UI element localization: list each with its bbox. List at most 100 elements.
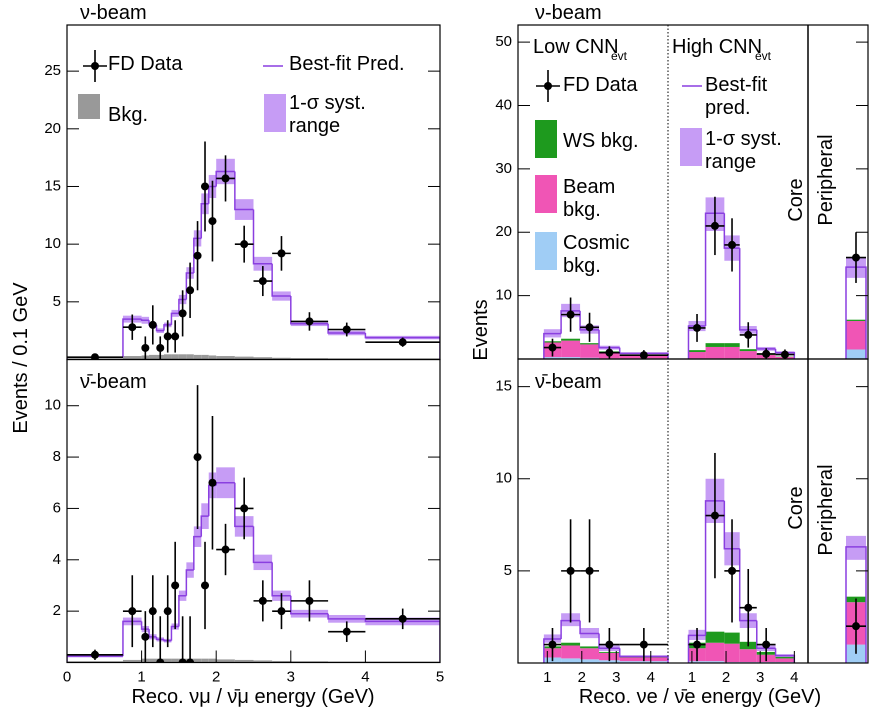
data-point	[178, 658, 187, 663]
y-tick-label: 40	[495, 96, 512, 113]
legend-label-box: Bkg.	[108, 104, 148, 126]
data-point	[148, 320, 157, 329]
stacked-background	[580, 646, 600, 649]
data-point	[156, 658, 165, 663]
legend-label-box: 1-σ syst. range	[705, 128, 782, 173]
prediction-step	[193, 535, 202, 571]
stacked-background	[739, 649, 757, 663]
prediction-step	[738, 248, 757, 331]
panel-label: ν-beam	[535, 2, 602, 24]
segment-label: High CNN	[672, 36, 762, 58]
prediction-step	[234, 482, 254, 528]
data-point	[762, 349, 771, 358]
background	[193, 658, 202, 663]
stacked-background	[724, 632, 740, 644]
background	[67, 661, 123, 663]
segment-label: Peripheral	[815, 464, 837, 555]
data-point	[342, 325, 351, 334]
stacked-background	[739, 351, 757, 359]
stacked-background	[724, 346, 740, 359]
background	[216, 659, 235, 663]
core-label: Core	[785, 486, 807, 529]
segment-label-sub: evt	[611, 49, 628, 63]
legend-label: Cosmic bkg.	[563, 232, 630, 277]
x-tick-label: 1	[543, 669, 551, 686]
x-tick-label: 1	[688, 669, 696, 686]
data-point	[193, 251, 202, 260]
stacked-background	[705, 631, 725, 643]
prediction-step	[170, 312, 179, 325]
background	[201, 658, 209, 663]
y-tick-label: 50	[495, 33, 512, 50]
data-point	[305, 596, 314, 605]
background	[171, 658, 179, 663]
stacked-background	[705, 346, 725, 359]
stacked-background	[561, 338, 581, 341]
x-tick-label: 4	[361, 668, 369, 685]
data-point	[163, 607, 172, 616]
stacked-background	[846, 349, 866, 359]
y-tick-label: 5	[504, 562, 512, 579]
data-point	[141, 632, 150, 641]
data-point	[128, 607, 137, 616]
background	[193, 354, 202, 360]
data-point	[221, 545, 230, 554]
prediction-step	[704, 500, 725, 636]
legend-swatch	[535, 175, 557, 213]
data-point	[852, 622, 860, 631]
background	[201, 354, 209, 360]
stacked-background	[580, 648, 600, 660]
background	[178, 354, 187, 360]
stacked-background	[561, 340, 581, 358]
data-point	[148, 607, 157, 616]
legend-label: FD Data	[563, 74, 638, 96]
prediction-step	[155, 324, 164, 332]
prediction-step	[155, 636, 164, 641]
segment-label: Low CNN	[533, 36, 619, 58]
labels: ν-beam ν̄-beam ν-beam ν̄-beam Events / 0…	[10, 2, 837, 708]
stacked-background	[619, 661, 668, 663]
data-point	[605, 640, 614, 649]
legend-label: 1-σ syst. range	[705, 128, 782, 173]
data-point	[780, 350, 789, 359]
prediction-step	[193, 237, 202, 273]
stacked-background	[688, 350, 706, 353]
stacked-background	[599, 660, 620, 663]
background	[149, 658, 157, 663]
stacked-background	[688, 661, 706, 663]
x-tick-label: 3	[756, 669, 764, 686]
prediction-step	[140, 319, 150, 322]
prediction-step	[364, 332, 440, 360]
stacked-background	[561, 357, 581, 359]
prediction-step	[200, 515, 209, 537]
data-point	[710, 511, 719, 520]
y-tick-label: 2	[53, 602, 61, 619]
data-point	[258, 596, 267, 605]
y-tick-label: 4	[53, 551, 61, 568]
legend-label: FD Data	[108, 53, 183, 75]
stacked-background	[580, 343, 600, 345]
prediction-step	[122, 318, 142, 358]
data-point	[728, 566, 737, 575]
prediction-step	[178, 594, 187, 627]
background	[171, 354, 179, 360]
panel-label: ν̄-beam	[535, 371, 602, 393]
background	[208, 355, 217, 360]
legend-label-box: Best-fit Pred.	[289, 53, 405, 75]
panel-label: ν̄-beam	[80, 371, 147, 393]
stacked-background	[580, 659, 600, 663]
data-point	[762, 640, 771, 649]
y-tick-label: 8	[53, 448, 61, 465]
stacked-background	[580, 344, 600, 358]
prediction-step	[163, 324, 172, 331]
data-point	[605, 348, 614, 357]
stacked-background	[561, 658, 581, 663]
prediction-step	[543, 332, 562, 359]
y-tick-label: 10	[44, 235, 61, 252]
prediction-step	[543, 638, 562, 663]
data-point	[201, 581, 210, 590]
data-point	[128, 323, 137, 332]
background	[122, 356, 142, 360]
y-tick-label: 15	[44, 177, 61, 194]
